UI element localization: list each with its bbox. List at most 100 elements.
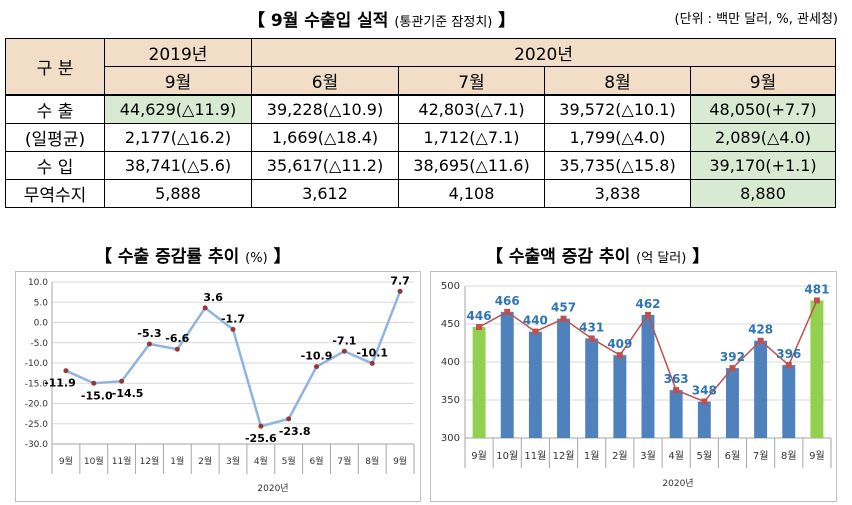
data-label: -11.9 [44, 377, 76, 390]
table-cell: 1,799(△4.0) [544, 123, 691, 152]
x-axis-label: 2020년 [662, 478, 693, 489]
bar-chart-svg: 500 450 400 350 300 9월 10월 11월 12월 1월 2월 3월 4월 5월 6월 7월… [441, 281, 832, 489]
y-tick-label: 350 [441, 395, 460, 406]
y-tick-label: 10.0 [28, 278, 48, 288]
header-month: 7월 [398, 66, 545, 96]
unit-note: (단위 : 백만 달러, %, 관세청) [674, 12, 838, 27]
table-row: 수 입 38,741(△5.6) 35,617(△11.2) 38,695(△1… [5, 151, 837, 180]
data-label: 396 [776, 347, 801, 361]
data-point [174, 346, 180, 352]
data-label: -15.0 [81, 389, 113, 402]
chart-title: 【 수출액 증감 추이 (억 달러) 】 [486, 247, 710, 267]
bar [500, 311, 514, 438]
row-label: 수 출 [5, 94, 105, 124]
header-gubun: 구 분 [5, 38, 105, 96]
trade-table: 구 분 2019년 2020년 9월 6월 7월 8월 9월 수 출 44,62… [5, 38, 837, 208]
x-tick-label: 4월 [668, 450, 684, 462]
table-cell: 1,669(△18.4) [251, 123, 399, 152]
bar [613, 355, 627, 438]
page-title: 【 9월 수출입 실적 (통관기준 잠정치) 】 [248, 11, 516, 31]
row-label: 수 입 [5, 151, 105, 180]
data-label: -25.6 [245, 432, 277, 445]
data-label: 3.6 [203, 291, 223, 304]
data-label: 446 [467, 309, 492, 323]
table-cell: 38,741(△5.6) [104, 151, 252, 180]
x-tick-label: 9월 [809, 450, 825, 462]
y-tick-label: -25.0 [25, 420, 49, 430]
y-tick-label: 300 [441, 433, 460, 444]
data-point [757, 337, 764, 344]
y-tick-label: -5.0 [30, 339, 48, 349]
bar [472, 327, 486, 438]
x-tick-label: 1월 [170, 455, 184, 467]
x-tick-label: 12월 [140, 455, 160, 467]
data-point [588, 335, 595, 342]
data-point [504, 308, 511, 315]
table-row: 무역수지 5,888 3,612 4,108 3,838 8,880 [5, 179, 837, 208]
data-point [673, 387, 680, 394]
data-point [729, 365, 736, 372]
x-tick-label: 2월 [198, 455, 212, 467]
data-point [91, 380, 97, 386]
x-tick-label: 12월 [553, 450, 575, 462]
x-tick-label: 1월 [584, 450, 600, 462]
data-point [314, 364, 320, 370]
y-tick-label: 0.0 [34, 319, 49, 329]
table-cell: 4,108 [398, 179, 545, 208]
table-cell: 35,617(△11.2) [251, 151, 399, 180]
x-tick-label: 9월 [393, 455, 407, 467]
y-tick-label: 5.0 [34, 298, 49, 308]
line-chart-svg: 10.0 5.0 0.0 -5.0 -10.0 -15.0 -20.0 -25.0 -30.0 9… [25, 274, 415, 494]
data-label: 457 [551, 301, 576, 315]
y-tick-label: 450 [441, 319, 460, 330]
data-label: -6.6 [165, 332, 189, 345]
bar [669, 390, 683, 438]
header-month: 9월 [104, 66, 252, 96]
table-header-row: 구 분 2019년 2020년 [5, 38, 837, 96]
bar [754, 340, 768, 438]
data-point [230, 326, 236, 332]
table-cell: 48,050(+7.7) [689, 94, 837, 124]
data-point [63, 368, 69, 374]
data-label: 348 [692, 384, 717, 398]
table-row: 수 출 44,629(△11.9) 39,228(△10.9) 42,803(△… [5, 94, 837, 124]
data-point [397, 288, 403, 294]
table-cell: 35,735(△15.8) [544, 151, 691, 180]
data-label: -10.1 [356, 346, 388, 359]
data-label: 7.7 [390, 274, 410, 287]
x-tick-label: 9월 [471, 450, 487, 462]
x-tick-label: 7월 [753, 450, 769, 462]
data-point [202, 305, 208, 311]
table-cell: 3,838 [544, 179, 691, 208]
data-label: 481 [804, 282, 829, 296]
bar [528, 331, 542, 438]
data-point [146, 341, 152, 347]
data-point [616, 352, 623, 359]
data-point [286, 416, 292, 422]
x-tick-label: 4월 [254, 455, 268, 467]
y-tick-label: 400 [441, 357, 460, 368]
table-cell: 39,572(△10.1) [544, 94, 691, 124]
x-tick-label: 2월 [612, 450, 628, 462]
table-cell: 1,712(△7.1) [398, 123, 545, 152]
data-label: 409 [607, 337, 632, 351]
header-year-2020: 2020년 [250, 38, 837, 67]
row-label: (일평균) [5, 123, 105, 152]
data-label: -14.5 [112, 387, 144, 400]
table-month-row: 9월 6월 7월 8월 9월 [6, 66, 837, 96]
y-tick-label: -30.0 [25, 440, 49, 450]
x-tick-label: 8월 [365, 455, 379, 467]
data-point [476, 324, 483, 331]
data-point [813, 297, 820, 304]
table-cell: 3,612 [251, 179, 399, 208]
table-cell: 39,170(+1.1) [689, 151, 837, 180]
header-month: 6월 [251, 66, 399, 96]
data-label: 466 [495, 294, 520, 308]
header-month: 9월 [689, 66, 837, 96]
table-cell: 2,177(△16.2) [104, 123, 252, 152]
data-label: 363 [664, 372, 689, 386]
bar [557, 318, 571, 438]
data-label: -5.3 [137, 327, 161, 340]
data-label: -10.9 [301, 350, 333, 363]
data-point [532, 328, 539, 335]
